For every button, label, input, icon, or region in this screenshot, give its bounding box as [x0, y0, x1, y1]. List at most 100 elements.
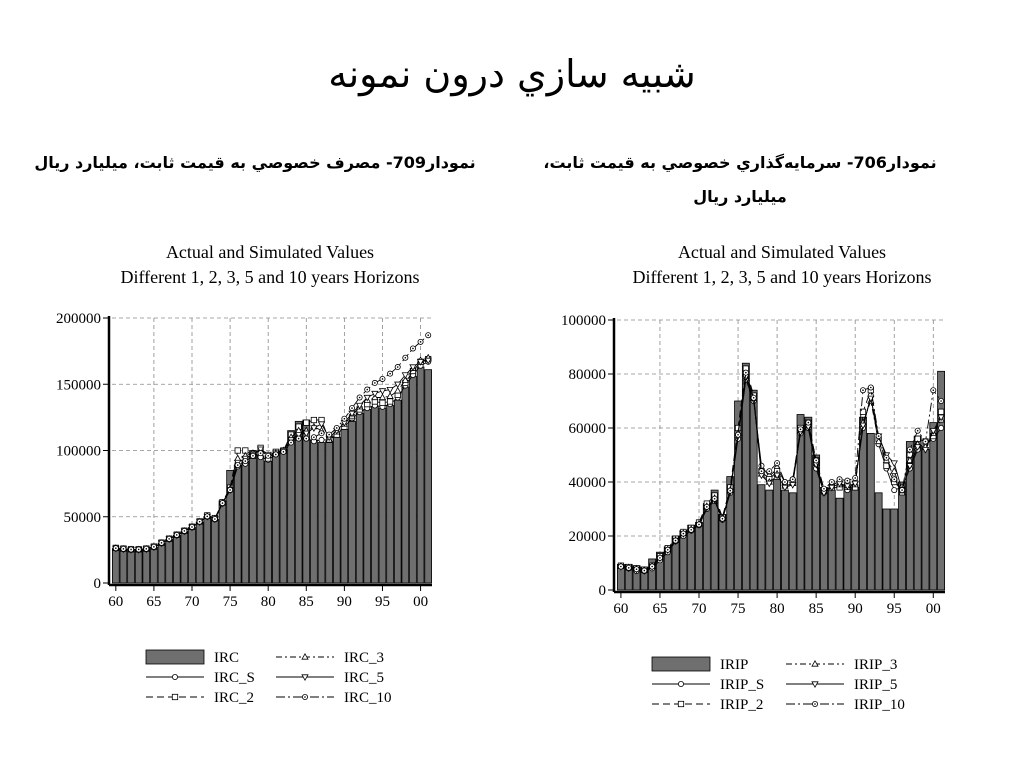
irc-point-irc_3 [394, 386, 402, 394]
irip-bar [749, 389, 758, 591]
irc-point-irc_10-dot [282, 451, 285, 453]
irc-point-irc_10-dot [366, 388, 369, 391]
irc-point-irc_10-dot [396, 366, 399, 368]
irc-bar [233, 464, 242, 584]
irc-point-irc_10-dot [153, 546, 155, 548]
irip-x-tick-label: 65 [652, 601, 667, 617]
irc-bar [264, 460, 272, 584]
irc-bar [271, 452, 280, 584]
irip-bar [804, 416, 813, 591]
irc-point-irc_10-dot [275, 453, 277, 456]
irip-bar [695, 522, 703, 591]
irc-bar [378, 407, 387, 584]
irip-bar [679, 530, 688, 591]
irip-bar [788, 492, 797, 591]
irip-legend-item-irip_2: IRIP_2 [652, 697, 763, 713]
irip-legend-item-irip_10: IRIP_10 [786, 697, 905, 713]
irip-bar [812, 454, 821, 591]
irc-point-irc_10-dot [130, 548, 132, 551]
left-chart-title-block: Actual and Simulated Values Different 1,… [60, 240, 480, 290]
right-chart-irip: 0 20000 40000 60000 80000 100000 60 65 70 75 80 85 9… [561, 313, 945, 617]
irc-point-irc_10-dot [313, 436, 315, 439]
irip-legend-label: IRIP_S [720, 677, 764, 693]
irc-legend-marker-dot [304, 696, 306, 698]
irc-x-tick-label: 75 [223, 594, 238, 610]
irip-legend-marker [811, 659, 819, 667]
irc-point-irc_3 [386, 392, 394, 399]
irip-point-irip_10-dot [932, 389, 935, 392]
right-chart-title: Actual and Simulated Values [677, 242, 887, 262]
right-chart-legend: IRIP IRIP_S IRIP_2 IRIP_3 IRIP_5 IRIP_10 [651, 656, 905, 713]
irip-bar [866, 432, 875, 591]
irc-point-irc_10-dot [145, 548, 148, 550]
irc-point-irc_10-dot [305, 437, 308, 440]
irip-bar [874, 492, 883, 591]
irip-point-irip_5 [859, 422, 867, 430]
irip-point-irip_3 [890, 467, 898, 474]
irc-point-irc_10-dot [267, 455, 269, 457]
irc-line-irc_3 [115, 357, 429, 551]
irip-point-irip_10-dot [776, 462, 778, 464]
irc-legend-marker [301, 674, 309, 682]
irip-point-irip_5 [843, 483, 852, 491]
irc-y-tick-label: 0 [94, 576, 102, 592]
irc-point-irc_10-dot [419, 341, 422, 343]
irip-point-irip_5 [789, 482, 797, 489]
irc-legend-item-irc_5: IRC_5 [276, 670, 384, 686]
irip-point-irip_10-dot [690, 528, 692, 531]
irc-bar [279, 448, 288, 584]
irc-bar [393, 399, 402, 584]
irc-point-irc_2 [303, 419, 310, 426]
irc-point-irc_5 [394, 381, 402, 389]
irc-bar [310, 439, 318, 584]
irip-point-irip_10-dot [940, 400, 942, 402]
irc-point-irc_5 [348, 410, 356, 418]
irip-bar [843, 486, 852, 591]
irc-point-irc_10-dot [351, 407, 353, 409]
irip-point-irip_5 [921, 446, 930, 454]
irip-y-tick-label: 0 [599, 583, 607, 599]
left-chart-legend: IRC IRC_S IRC_2 IRC_3 IRC_5 IRC_10 [145, 649, 392, 706]
irc-bar [142, 548, 151, 584]
irc-point-irc_10-dot [229, 489, 231, 491]
irip-bar [710, 489, 719, 591]
irc-bar [386, 405, 394, 584]
irc-bar [241, 460, 250, 584]
irc-x-tick-label: 00 [413, 594, 428, 610]
irc-bar [195, 521, 204, 584]
irip-point-irip_5 [913, 444, 922, 451]
irip-bar [820, 486, 828, 591]
irip-x-tick-label: 00 [926, 601, 941, 617]
irc-legend-label: IRC_5 [344, 670, 384, 686]
irc-point-irc_5 [363, 394, 371, 402]
irip-bar [781, 489, 789, 591]
irc-legend-label: IRC_3 [344, 650, 384, 666]
irc-point-irc_10-dot [198, 520, 201, 523]
irc-point-irc_10-dot [214, 518, 216, 520]
irc-x-tick-label: 65 [146, 594, 161, 610]
irip-point-irip_10-dot [768, 470, 771, 473]
irc-point-irc_10-dot [252, 455, 254, 457]
irc-point-irc_10-dot [221, 502, 224, 504]
irc-legend-label: IRC_10 [344, 690, 392, 706]
irip-point-irip_10-dot [635, 568, 638, 571]
irip-point-irip_10-dot [823, 487, 825, 490]
irc-point-irc_10-dot [412, 347, 414, 350]
irip-point-irip_5 [781, 484, 789, 492]
irc-legend-label: IRC_S [214, 670, 255, 686]
irip-bar [734, 400, 742, 591]
irip-bar [796, 414, 805, 591]
left-figure-caption: نمودار709- مصرف خصوصي به قيمت ثابت، ميلي… [34, 153, 476, 172]
irip-point-irip_10-dot [893, 478, 896, 481]
irc-x-tick-label: 85 [299, 594, 314, 610]
irc-point-irc_5 [317, 421, 326, 429]
irc-bar [218, 500, 227, 584]
irc-bar [317, 442, 326, 584]
irip-point-irip_5 [765, 480, 773, 488]
irip-point-irip_10-dot [760, 470, 763, 473]
irc-point-irc_10-dot [160, 542, 163, 544]
irip-point-irip_10-dot [909, 448, 911, 451]
slide-title: شبيه سازي درون نمونه [328, 52, 696, 96]
irip-legend-item-irip_s: IRIP_S [652, 677, 764, 693]
